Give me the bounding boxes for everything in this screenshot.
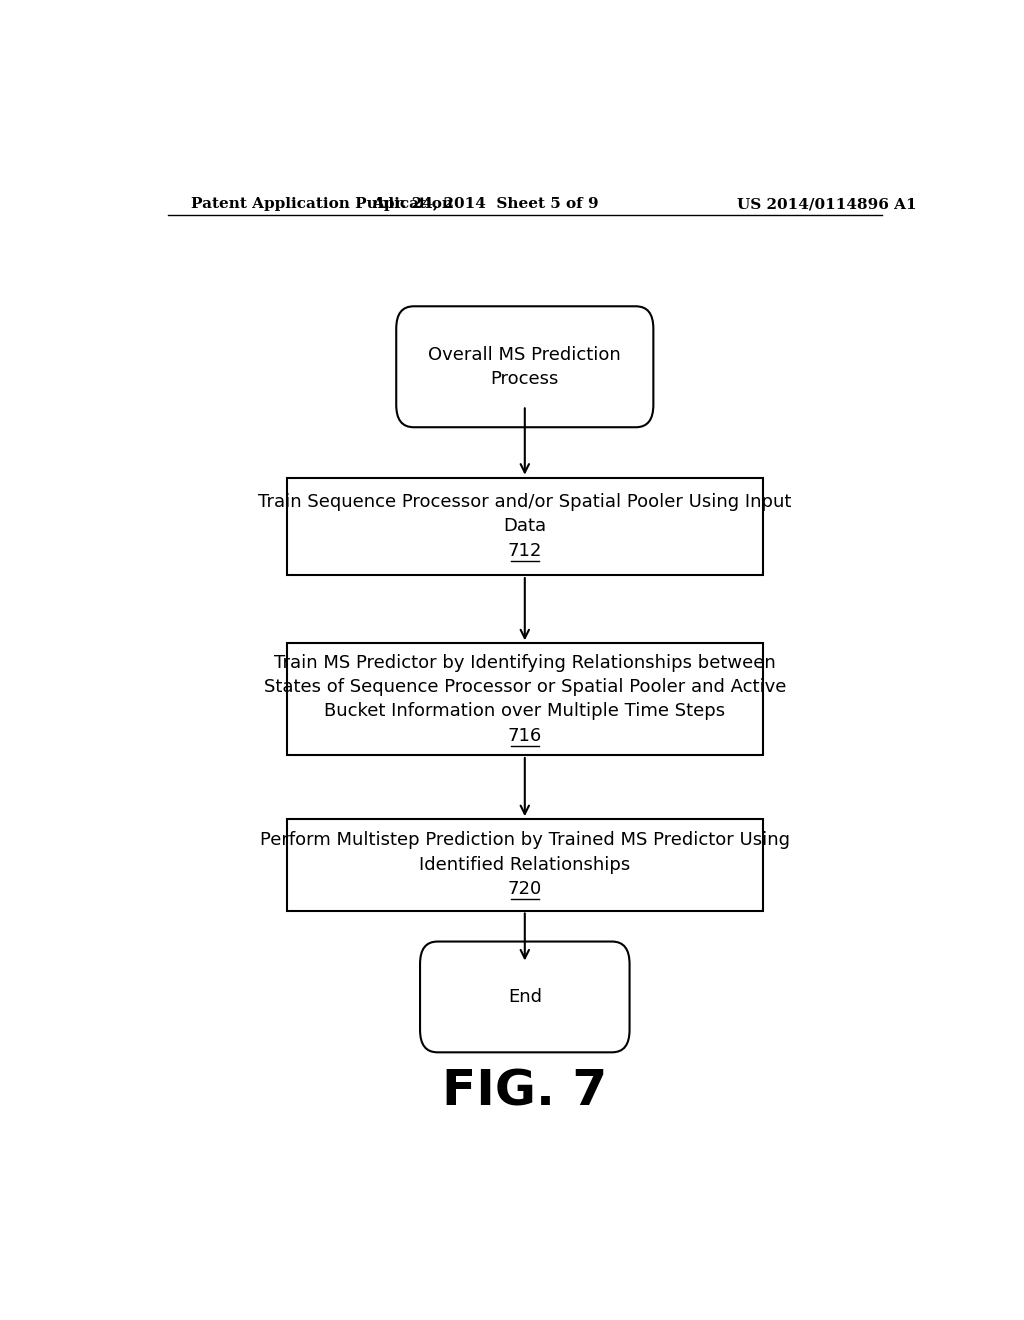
Text: Perform Multistep Prediction by Trained MS Predictor Using: Perform Multistep Prediction by Trained …	[260, 832, 790, 849]
Text: Train MS Predictor by Identifying Relationships between: Train MS Predictor by Identifying Relati…	[274, 653, 775, 672]
Text: 720: 720	[508, 880, 542, 898]
Text: End: End	[508, 987, 542, 1006]
Text: 712: 712	[508, 541, 542, 560]
Text: Identified Relationships: Identified Relationships	[419, 855, 631, 874]
Text: US 2014/0114896 A1: US 2014/0114896 A1	[736, 197, 916, 211]
Text: States of Sequence Processor or Spatial Pooler and Active: States of Sequence Processor or Spatial …	[263, 678, 786, 696]
Text: 716: 716	[508, 727, 542, 744]
Text: Overall MS Prediction: Overall MS Prediction	[428, 346, 622, 363]
FancyBboxPatch shape	[420, 941, 630, 1052]
FancyBboxPatch shape	[396, 306, 653, 428]
FancyBboxPatch shape	[287, 478, 763, 574]
FancyBboxPatch shape	[287, 818, 763, 911]
Text: FIG. 7: FIG. 7	[442, 1068, 607, 1115]
Text: Apr. 24, 2014  Sheet 5 of 9: Apr. 24, 2014 Sheet 5 of 9	[372, 197, 598, 211]
Text: Train Sequence Processor and/or Spatial Pooler Using Input: Train Sequence Processor and/or Spatial …	[258, 492, 792, 511]
Text: Process: Process	[490, 370, 559, 388]
Text: Bucket Information over Multiple Time Steps: Bucket Information over Multiple Time St…	[325, 702, 725, 721]
Text: Data: Data	[503, 517, 547, 536]
Text: Patent Application Publication: Patent Application Publication	[191, 197, 454, 211]
FancyBboxPatch shape	[287, 643, 763, 755]
